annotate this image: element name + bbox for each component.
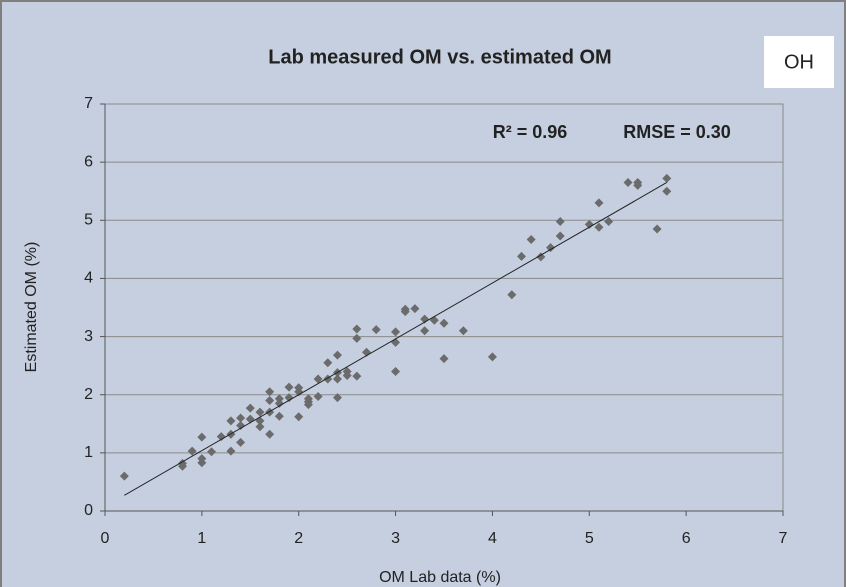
data-point <box>245 403 255 413</box>
data-point <box>313 374 323 384</box>
data-point <box>439 318 449 328</box>
data-point <box>536 252 546 262</box>
data-point <box>594 222 604 232</box>
data-point <box>187 446 197 456</box>
data-point <box>391 327 401 337</box>
label-box <box>764 36 834 88</box>
data-point <box>594 198 604 208</box>
x-tick-label: 3 <box>391 530 400 547</box>
data-point <box>236 413 246 423</box>
data-point <box>274 398 284 408</box>
data-point <box>662 173 672 183</box>
data-point <box>352 333 362 343</box>
data-point <box>507 290 517 300</box>
y-tick-label: 5 <box>84 212 93 229</box>
data-point <box>226 446 236 456</box>
data-point <box>487 352 497 362</box>
data-point <box>274 411 284 421</box>
x-tick-label: 2 <box>294 530 303 547</box>
data-point <box>207 447 217 457</box>
y-tick-label: 3 <box>84 328 93 345</box>
chart-title: Lab measured OM vs. estimated OM <box>268 46 611 68</box>
data-point <box>546 243 556 253</box>
annotation: RMSE = 0.30 <box>623 122 731 142</box>
y-axis-label: Estimated OM (%) <box>23 242 40 373</box>
y-tick-label: 2 <box>84 386 93 403</box>
y-tick-label: 1 <box>84 444 93 461</box>
data-point <box>352 324 362 334</box>
data-point <box>420 326 430 336</box>
data-point <box>265 396 275 406</box>
data-point <box>458 326 468 336</box>
data-point <box>410 304 420 314</box>
data-point <box>371 325 381 335</box>
data-point <box>323 358 333 368</box>
annotation: R² = 0.96 <box>493 122 568 142</box>
x-tick-label: 7 <box>779 530 788 547</box>
data-point <box>652 224 662 234</box>
data-point <box>400 304 410 314</box>
data-point <box>265 387 275 397</box>
data-point <box>623 177 633 187</box>
x-tick-label: 6 <box>682 530 691 547</box>
trendline <box>124 182 668 496</box>
data-point <box>516 251 526 261</box>
data-point <box>662 186 672 196</box>
x-tick-label: 4 <box>488 530 497 547</box>
data-point <box>119 471 129 481</box>
data-point <box>332 374 342 384</box>
data-point <box>255 407 265 417</box>
data-point <box>555 231 565 241</box>
y-tick-label: 7 <box>84 95 93 112</box>
data-point <box>265 429 275 439</box>
data-point <box>439 354 449 364</box>
data-point <box>342 366 352 376</box>
data-point <box>197 432 207 442</box>
data-point <box>294 412 304 422</box>
data-point <box>352 371 362 381</box>
data-point <box>226 416 236 426</box>
x-tick-label: 5 <box>585 530 594 547</box>
data-point <box>177 458 187 468</box>
x-tick-label: 1 <box>197 530 206 547</box>
data-point <box>284 382 294 392</box>
data-point <box>555 216 565 226</box>
data-point <box>633 177 643 187</box>
data-point <box>294 383 304 393</box>
data-point <box>197 454 207 464</box>
data-point <box>255 422 265 432</box>
data-point <box>303 394 313 404</box>
x-axis-label: OM Lab data (%) <box>379 569 501 586</box>
data-point <box>236 421 246 431</box>
data-point <box>313 391 323 401</box>
data-point <box>216 432 226 442</box>
data-point <box>391 366 401 376</box>
data-point <box>604 216 614 226</box>
data-point <box>274 394 284 404</box>
y-tick-label: 4 <box>84 270 93 287</box>
y-tick-label: 6 <box>84 153 93 170</box>
data-point <box>332 350 342 360</box>
x-tick-label: 0 <box>101 530 110 547</box>
data-point <box>526 234 536 244</box>
data-point <box>284 393 294 403</box>
data-point <box>332 393 342 403</box>
label-text: OH <box>784 51 814 73</box>
data-point <box>236 437 246 447</box>
data-point <box>584 219 594 229</box>
y-tick-label: 0 <box>84 502 93 519</box>
